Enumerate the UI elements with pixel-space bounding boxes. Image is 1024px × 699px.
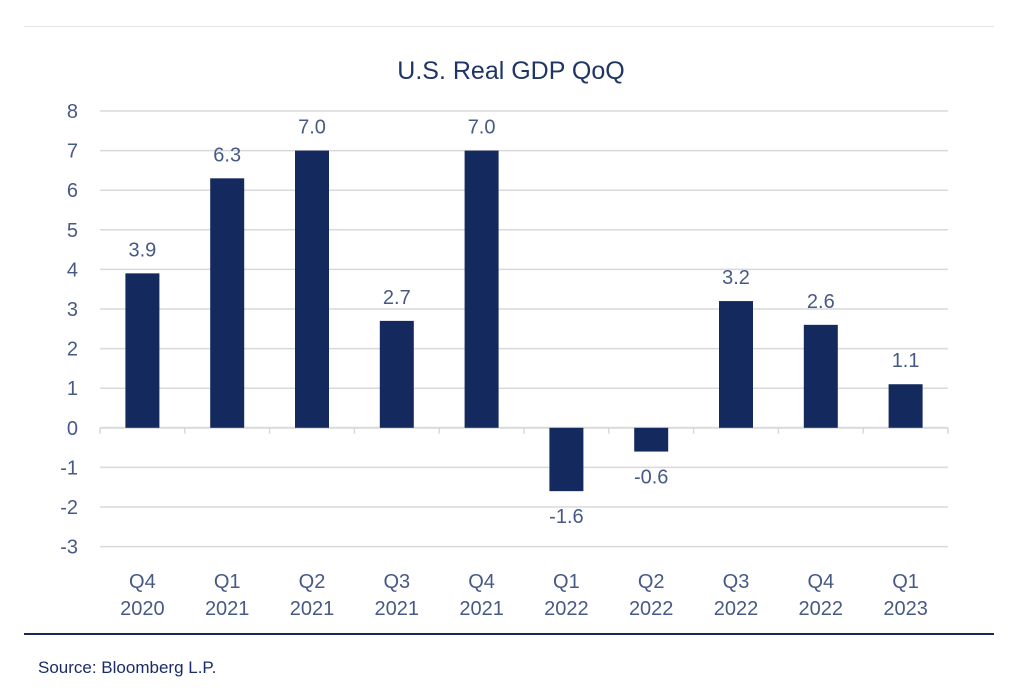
bars: [125, 150, 923, 492]
source-note: Source: Bloomberg L.P.: [38, 658, 217, 677]
data-label: 7.0: [468, 117, 496, 139]
data-labels: 3.9 6.3 7.0 2.7 7.0 -1.6 -0.6 3.2 2.6 1.1: [128, 117, 919, 529]
y-tick-label: 4: [67, 259, 78, 281]
x-tick-label-year: 2022: [714, 598, 759, 620]
x-tick-label-quarter: Q3: [723, 571, 750, 593]
bar: [464, 150, 499, 428]
x-tick-label-year: 2021: [205, 598, 250, 620]
y-tick-label: -2: [60, 497, 78, 519]
x-tick-label-year: 2020: [120, 598, 165, 620]
data-label: 3.2: [722, 267, 750, 289]
y-tick-label: 5: [67, 220, 78, 242]
data-label: 6.3: [213, 144, 241, 166]
bar: [210, 178, 245, 428]
y-tick-label: 2: [67, 339, 78, 361]
y-tick-label: -3: [60, 537, 78, 559]
bottom-divider: [24, 633, 994, 635]
x-tick-label-quarter: Q1: [553, 571, 580, 593]
data-label: -1.6: [549, 506, 583, 528]
x-tick-label-quarter: Q3: [383, 571, 410, 593]
gdp-bar-chart: U.S. Real GDP QoQ 8 7 6 5 4 3 2 1 0 -1 -2 -3 3.9 6.3…: [60, 57, 949, 620]
x-tick-label-quarter: Q1: [214, 571, 241, 593]
x-tick-label-year: 2021: [290, 598, 335, 620]
x-tick-label-year: 2022: [799, 598, 844, 620]
x-tick-label-year: 2023: [883, 598, 928, 620]
x-tick-label-year: 2021: [375, 598, 420, 620]
x-tick-label-year: 2021: [459, 598, 504, 620]
x-tick-label-quarter: Q4: [468, 571, 495, 593]
x-tick-label-quarter: Q2: [638, 571, 665, 593]
y-axis-ticks: 8 7 6 5 4 3 2 1 0 -1 -2 -3: [60, 101, 78, 559]
x-tick-label-year: 2022: [544, 598, 589, 620]
y-tick-label: 8: [67, 101, 78, 123]
x-tick-label-year: 2022: [629, 598, 674, 620]
data-label: -0.6: [634, 467, 668, 489]
bar: [295, 150, 329, 428]
x-axis-ticks: Q4 2020 Q1 2021 Q2 2021 Q3 2021 Q4 2021 Q1 2022 Q2 20…: [120, 571, 928, 620]
x-tick-label-quarter: Q4: [129, 571, 156, 593]
x-tick-label-quarter: Q4: [807, 571, 834, 593]
bar: [888, 384, 923, 428]
top-divider: [24, 26, 994, 27]
bar: [549, 427, 584, 492]
y-tick-label: 7: [67, 141, 78, 163]
y-tick-label: 3: [67, 299, 78, 321]
y-tick-label: 0: [67, 418, 78, 440]
bar: [803, 324, 838, 428]
data-label: 1.1: [892, 350, 920, 372]
data-label: 2.7: [383, 287, 411, 309]
data-label: 2.6: [807, 291, 835, 313]
bar: [379, 320, 414, 428]
data-label: 3.9: [128, 239, 156, 261]
x-tick-label-quarter: Q1: [892, 571, 919, 593]
data-label: 7.0: [298, 117, 326, 139]
x-tick-label-quarter: Q2: [299, 571, 326, 593]
chart-title: U.S. Real GDP QoQ: [397, 57, 624, 85]
y-tick-label: 1: [67, 378, 78, 400]
y-tick-label: 6: [67, 180, 78, 202]
bar: [719, 301, 753, 428]
bar: [125, 273, 160, 428]
bar: [634, 427, 669, 452]
y-tick-label: -1: [60, 457, 78, 479]
